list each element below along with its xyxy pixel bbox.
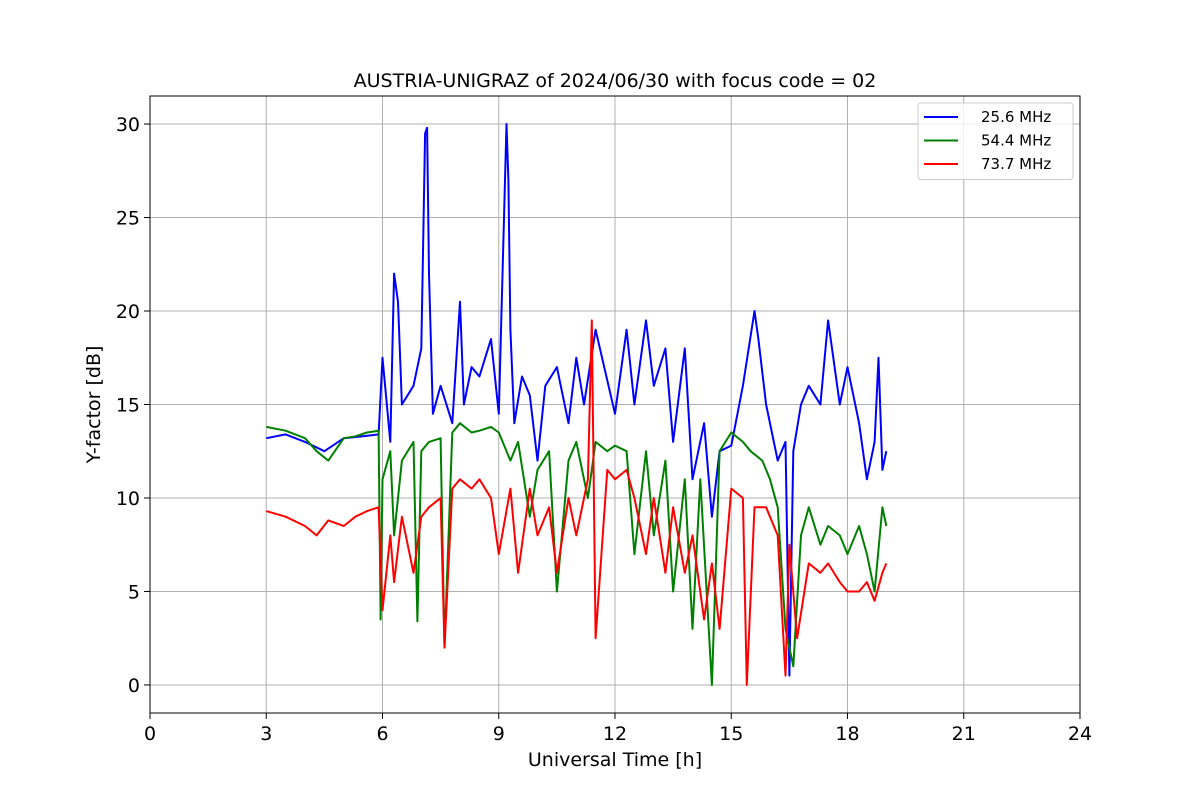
x-tick-label: 18: [835, 723, 859, 745]
series-lines: [266, 123, 888, 686]
y-tick-label: 0: [128, 675, 140, 697]
y-tick-label: 15: [116, 395, 140, 417]
chart-title: AUSTRIA-UNIGRAZ of 2024/06/30 with focus…: [354, 70, 877, 92]
legend-box: [917, 102, 1074, 180]
ticks: 0 3 6 9 12 15 18 21 24 0 5 10 15 20 25 30: [116, 114, 1092, 745]
y-tick-label: 25: [116, 208, 140, 230]
x-tick-label: 6: [376, 723, 388, 745]
y-axis-label: Y-factor [dB]: [83, 346, 105, 465]
legend: 25.6 MHz 54.4 MHz 73.7 MHz: [917, 102, 1074, 180]
series-line-1: [266, 123, 888, 677]
y-tick-label: 20: [116, 301, 140, 323]
y-tick-label: 5: [128, 581, 140, 603]
x-tick-label: 24: [1068, 723, 1092, 745]
x-tick-label: 12: [603, 723, 627, 745]
x-tick-label: 9: [493, 723, 505, 745]
y-tick-label: 30: [116, 114, 140, 136]
legend-label: 73.7 MHz: [981, 155, 1051, 173]
y-tick-label: 10: [116, 488, 140, 510]
x-tick-label: 0: [144, 723, 156, 745]
x-tick-label: 3: [260, 723, 272, 745]
legend-label: 25.6 MHz: [981, 108, 1051, 126]
legend-label: 54.4 MHz: [981, 132, 1051, 150]
x-tick-label: 15: [719, 723, 743, 745]
series-line-2: [266, 422, 888, 686]
series-line-3: [266, 319, 888, 686]
x-tick-label: 21: [952, 723, 976, 745]
x-axis-label: Universal Time [h]: [528, 749, 702, 771]
